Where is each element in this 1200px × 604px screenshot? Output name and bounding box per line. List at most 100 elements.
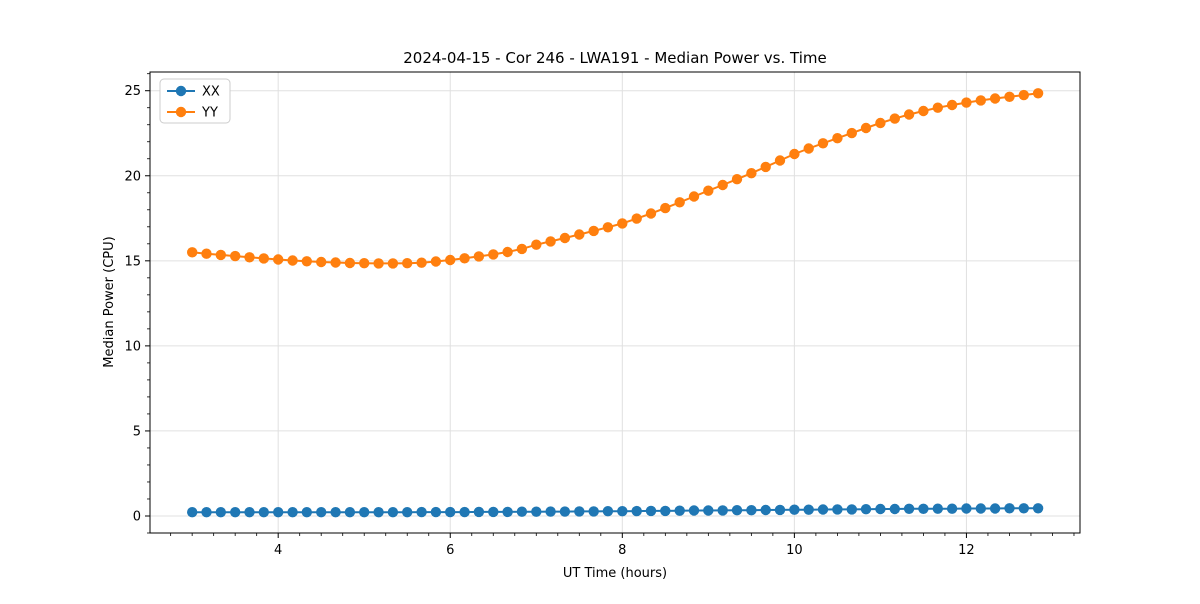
data-point-YY [975,95,986,106]
data-point-YY [287,255,298,266]
data-point-YY [946,99,958,111]
data-point-YY [789,148,800,160]
data-point-XX [932,503,943,514]
data-point-XX [402,507,413,518]
data-point-XX [316,507,327,518]
data-point-YY [502,246,513,258]
data-point-YY [258,253,269,264]
data-point-YY [617,218,628,229]
data-point-YY [402,258,413,269]
data-point-XX [602,506,614,517]
data-point-XX [989,503,1001,514]
plot-border [149,71,1081,534]
data-point-YY [875,117,886,129]
data-point-YY [703,185,714,196]
data-point-XX [860,504,872,515]
data-series [187,88,1044,518]
data-point-XX [803,504,814,515]
data-point-XX [789,504,800,515]
data-point-XX [230,507,241,518]
data-point-YY [1032,88,1044,99]
data-point-YY [746,168,757,179]
data-point-YY [660,202,671,214]
legend-marker-XX [175,85,187,97]
data-point-XX [703,505,714,516]
legend-marker-YY [175,106,187,118]
data-point-XX [846,504,857,515]
data-point-YY [961,97,972,108]
data-point-YY [817,138,829,149]
data-point-XX [961,503,972,514]
data-point-XX [244,507,255,518]
data-point-YY [932,102,943,113]
data-point-YY [1018,89,1029,101]
data-point-XX [975,503,986,514]
data-point-XX [559,506,571,517]
data-point-YY [860,122,872,134]
y-tick-label: 0 [133,509,141,524]
data-point-YY [688,191,700,202]
data-point-YY [359,258,370,269]
y-tick-label: 20 [124,169,141,184]
data-point-XX [674,505,685,516]
data-point-XX [445,506,456,518]
data-point-YY [903,109,915,120]
data-point-YY [631,213,642,224]
data-point-YY [473,251,485,262]
data-point-XX [359,507,370,518]
y-tick-label: 5 [133,424,141,439]
data-point-XX [660,505,671,517]
y-tick-label: 25 [124,84,141,99]
data-point-XX [502,506,513,518]
data-point-XX [760,504,771,516]
data-point-YY [674,197,685,208]
data-point-YY [316,256,327,268]
data-point-YY [416,257,427,268]
data-point-YY [989,93,1001,104]
data-point-YY [516,243,528,255]
data-point-YY [244,252,255,263]
data-point-XX [832,504,843,515]
data-point-YY [545,236,556,247]
data-point-YY [488,249,499,260]
data-point-XX [918,503,929,514]
data-point-XX [631,505,642,517]
data-point-XX [258,507,269,518]
data-point-XX [545,506,556,517]
x-tick-label: 10 [786,543,803,558]
grid-lines [150,72,1080,533]
data-point-YY [717,179,728,191]
data-point-YY [602,222,614,233]
data-point-XX [889,503,900,515]
data-point-YY [574,229,585,240]
data-point-XX [516,506,528,517]
data-point-XX [746,505,757,516]
data-point-XX [774,504,786,516]
data-point-XX [903,503,915,514]
legend: XX YY [159,78,231,124]
data-point-XX [731,505,743,516]
chart-title: 2024-04-15 - Cor 246 - LWA191 - Median P… [403,49,827,67]
data-point-XX [459,506,470,518]
y-tick-label: 15 [124,254,141,269]
data-point-XX [416,506,427,518]
data-point-YY [588,225,599,237]
data-point-YY [187,247,198,258]
data-point-YY [273,254,284,265]
data-point-YY [846,127,857,139]
data-point-XX [287,507,298,518]
axes: 4 6 8 10 12 0 5 10 15 20 25 [124,71,1081,558]
data-point-XX [588,506,599,517]
data-point-XX [488,506,499,518]
data-point-YY [387,258,399,269]
x-tick-label: 8 [618,543,626,558]
data-point-YY [215,249,226,261]
data-point-YY [301,256,312,267]
data-point-XX [688,505,700,516]
data-point-YY [430,256,442,267]
data-point-XX [473,506,485,518]
data-point-YY [645,208,657,219]
data-point-XX [1032,503,1044,514]
